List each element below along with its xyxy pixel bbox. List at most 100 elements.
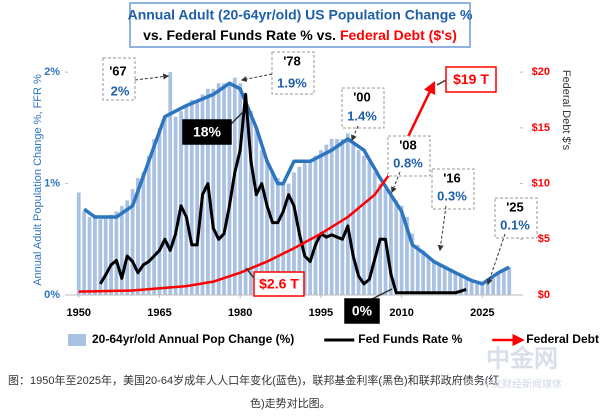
bar [496,272,501,295]
annotation-box [387,135,431,177]
bar [216,83,221,296]
bar [442,267,447,295]
bar [270,172,275,295]
bar [275,178,280,295]
bar [125,200,130,295]
annotation-year: '78 [283,53,301,68]
y2-tick-label: $0 [538,289,550,301]
callout-pointer [436,79,447,86]
chart-subtitle: vs. Federal Funds Rate % vs. Federal Deb… [143,27,457,43]
bar [437,263,442,295]
bar [157,127,162,295]
subtitle-part: Federal Debt ($'s) [340,27,457,43]
bar [367,161,372,295]
bar [173,116,178,295]
y-tick-label: 1% [44,177,60,189]
annotation-value: 2% [111,83,130,98]
bar [491,278,495,295]
annotation-year: '08 [399,137,417,152]
line [99,92,467,295]
annotation-box [102,57,136,101]
annotation-value: 1.4% [347,108,377,123]
bar [458,274,463,295]
bar [394,200,399,295]
line [83,81,511,286]
y2-tick-label: $15 [532,122,550,134]
bar [415,244,420,295]
x-tick-label: 1965 [147,307,171,319]
y2-tick-label: $10 [532,177,550,189]
bar [130,189,135,295]
annotation-box [341,87,385,129]
bar [103,217,108,295]
bar [292,172,296,295]
x-tick-label: 2025 [470,307,494,319]
callout-box [344,298,380,324]
bar [372,172,377,295]
subtitle-part: vs. Federal Funds Rate % vs. [143,27,340,43]
annotation-value: 0.3% [437,188,467,203]
callout-label: $2.6 T [259,276,299,292]
bar [222,83,226,296]
annotation-pointer [240,73,273,83]
annotation-year: '25 [506,199,524,214]
callout-box [253,271,305,297]
x-tick-label: 1995 [309,307,333,319]
bar [93,214,97,295]
bar [195,100,200,295]
bar [475,283,479,295]
bar [388,194,393,295]
legend-label: Federal Debt [526,332,599,346]
bar [168,72,173,296]
annotation-year: '67 [109,63,127,78]
bar [469,281,474,295]
bar [232,77,237,295]
chart-title: Annual Adult (20-64yr/old) US Population… [128,7,473,23]
bar [351,144,356,295]
bar [286,183,291,295]
bar [340,139,345,295]
y2-axis-title: Federal Debt $'s [560,70,572,151]
bar [464,278,469,295]
y-tick-label: 0% [44,289,60,301]
bar [345,133,350,295]
bar [179,111,183,296]
bar [254,127,259,295]
annotation-year: '16 [443,170,461,185]
annotation-box [271,51,315,95]
bar [238,83,243,296]
callout-pointer [230,111,244,125]
bar [98,219,103,295]
annotation-box [494,197,538,239]
bar [405,217,409,295]
callout-label: 18% [193,124,222,140]
bar [211,88,216,295]
bar [410,233,415,295]
bar [335,139,339,295]
annotation-value: 1.9% [277,75,307,90]
bar [259,150,264,295]
bar [485,281,490,295]
bar [141,172,146,295]
watermark-sub: 中文财经新闻媒体 [482,378,562,391]
annotation-pointer [486,233,506,286]
y-axis-title: Annual Adult Population Change %, FFR % [32,74,44,286]
caption: 色)走势对比图。 [250,396,331,410]
callout-pointer [245,267,255,279]
bar [329,139,334,295]
bar [109,214,113,295]
y2-tick-label: $5 [538,233,550,245]
annotation-pointer [134,73,170,81]
bar [308,161,313,295]
bar [114,211,119,295]
bar [152,139,156,295]
annotation-value: 0.8% [393,155,423,170]
bar [265,161,269,295]
bar [426,256,431,295]
title-box [129,2,471,48]
legend-swatch [68,334,86,346]
annotation-pointer [437,205,447,252]
callout-label: 0% [352,303,373,319]
plot [76,72,512,296]
